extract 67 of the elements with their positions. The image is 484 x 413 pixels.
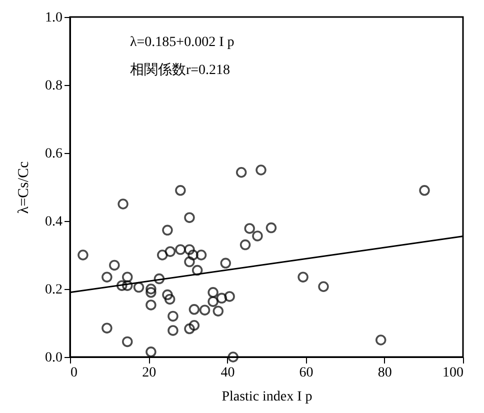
- point: [298, 272, 308, 282]
- point: [212, 306, 224, 316]
- point: [240, 239, 251, 250]
- y-tick-label: 0.8: [45, 78, 62, 94]
- point: [146, 284, 156, 294]
- point: [192, 264, 203, 276]
- point: [244, 223, 255, 234]
- point: [224, 291, 235, 302]
- point: [184, 244, 195, 255]
- point: [133, 282, 144, 293]
- point: [122, 336, 133, 348]
- point: [184, 323, 195, 334]
- point: [156, 250, 168, 260]
- point: [188, 320, 200, 331]
- point: [184, 256, 195, 268]
- point: [175, 244, 186, 255]
- point: [168, 325, 178, 336]
- point: [175, 185, 186, 196]
- point: [154, 273, 165, 284]
- point: [188, 250, 198, 260]
- point: [256, 164, 266, 176]
- x-tick-label: 100: [442, 366, 464, 380]
- point: [196, 250, 207, 260]
- point: [162, 224, 173, 236]
- point: [419, 185, 430, 196]
- point: [146, 287, 156, 298]
- y-tick-label: 0.6: [45, 146, 62, 162]
- point: [236, 167, 247, 178]
- x-tick-label: 80: [378, 366, 392, 380]
- point: [188, 304, 200, 315]
- point: [266, 222, 277, 234]
- point: [199, 304, 210, 316]
- point: [216, 292, 228, 304]
- y-axis-title: λ=Cs/Cc: [16, 160, 32, 214]
- x-tick-label: 20: [142, 366, 156, 380]
- point: [146, 300, 156, 310]
- x-tick-label: 0: [70, 366, 78, 380]
- x-tick-label: 40: [220, 366, 235, 380]
- y-tick-label: 0.0: [45, 350, 62, 366]
- point: [102, 322, 112, 334]
- point: [78, 250, 88, 260]
- point: [118, 198, 128, 210]
- point: [208, 296, 218, 307]
- point: [168, 310, 178, 322]
- point: [184, 212, 195, 223]
- annotation: 相関係数r=0.218: [130, 62, 230, 78]
- point: [122, 272, 133, 282]
- x-tick-label: 60: [299, 366, 314, 380]
- point: [162, 289, 173, 300]
- point: [116, 280, 128, 291]
- point: [164, 246, 176, 257]
- point: [122, 280, 133, 291]
- point: [146, 346, 156, 358]
- y-tick-label: 1.0: [45, 10, 62, 26]
- point: [164, 294, 176, 305]
- point: [318, 281, 329, 292]
- x-axis-title: Plastic index I p: [222, 390, 312, 404]
- y-tick-label: 0.2: [45, 282, 62, 298]
- point: [375, 334, 386, 346]
- y-tick-label: 0.4: [45, 214, 62, 230]
- point: [102, 272, 112, 282]
- point: [208, 287, 218, 298]
- point: [109, 260, 120, 271]
- point: [220, 258, 231, 269]
- point: [252, 230, 263, 242]
- annotation: λ=0.185+0.002 I p: [130, 35, 234, 50]
- point: [228, 352, 238, 362]
